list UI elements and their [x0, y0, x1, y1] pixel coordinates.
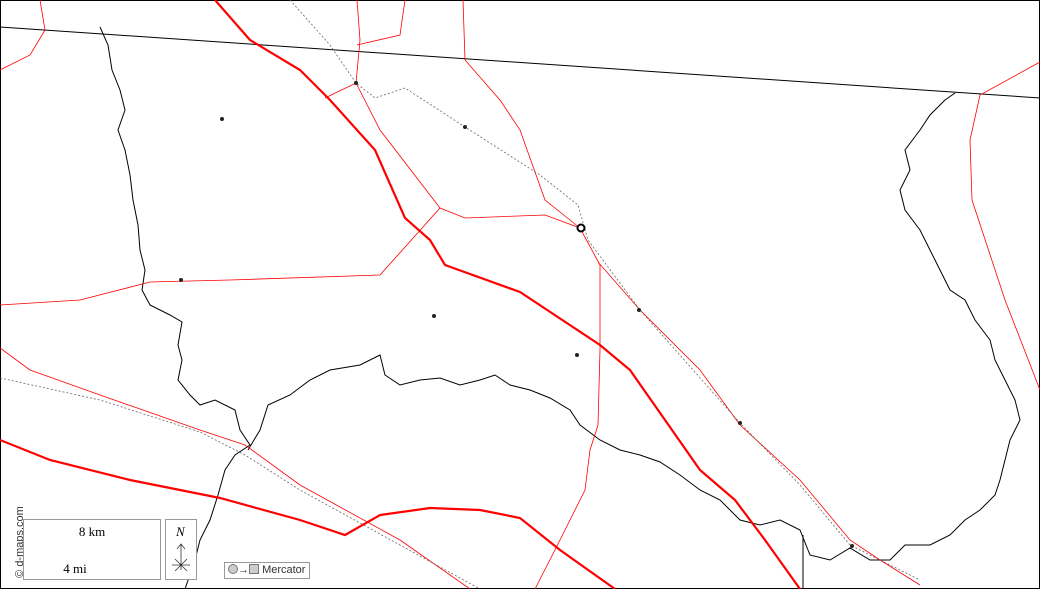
- railway: [289, 0, 921, 581]
- major-road: [214, 0, 801, 589]
- railways: [0, 0, 921, 589]
- railway: [0, 377, 481, 589]
- scale-km-label: 8 km: [78, 524, 106, 539]
- minor-road: [324, 0, 361, 99]
- minor-road: [969, 61, 1040, 391]
- scale-legend: 8 km 4 mi: [23, 519, 161, 580]
- minor-road: [462, 0, 581, 229]
- river-south: [247, 92, 1021, 561]
- town-marker[interactable]: [637, 308, 641, 312]
- minor-road: [0, 347, 471, 589]
- circle-icon: [228, 564, 238, 574]
- projection-legend: → Mercator: [224, 562, 311, 579]
- town-marker[interactable]: [354, 81, 358, 85]
- north-arrow: N: [165, 519, 197, 580]
- minor-road: [0, 207, 601, 589]
- town-marker[interactable]: [220, 117, 224, 121]
- minor-road: [356, 0, 406, 46]
- town-marker[interactable]: [850, 544, 854, 548]
- town-marker[interactable]: [179, 278, 183, 282]
- scale-mi-label: 4 mi: [63, 561, 87, 576]
- projection-arrow: →: [238, 564, 249, 576]
- major-road: [0, 438, 616, 589]
- towns: [179, 81, 854, 548]
- minor-road: [597, 261, 921, 586]
- minor-road: [355, 82, 441, 209]
- north-label: N: [176, 524, 185, 539]
- boundary-line: [0, 26, 1040, 99]
- town-marker[interactable]: [463, 125, 467, 129]
- river-left: [99, 26, 251, 589]
- capital-marker[interactable]: [576, 223, 586, 233]
- town-marker[interactable]: [738, 421, 742, 425]
- town-marker[interactable]: [432, 314, 436, 318]
- square-icon: [249, 564, 259, 574]
- minor-road: [0, 0, 46, 71]
- compass-icon: [172, 543, 190, 572]
- major-roads: [0, 0, 801, 589]
- projection-label: Mercator: [262, 564, 306, 576]
- town-marker[interactable]: [575, 353, 579, 357]
